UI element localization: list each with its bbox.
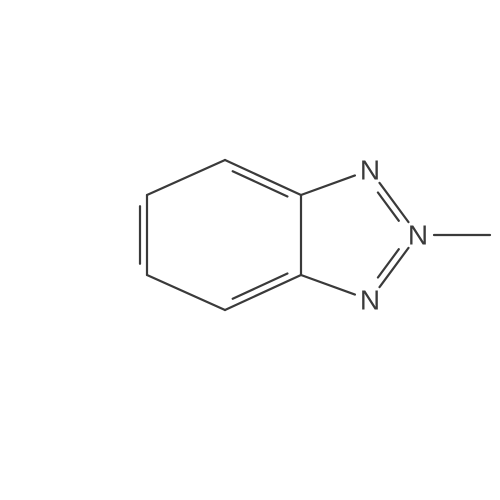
- bond-line: [380, 248, 409, 287]
- atom-label-N3: N: [360, 285, 380, 316]
- molecule-diagram: N N N: [0, 0, 500, 500]
- bond-line: [378, 193, 399, 221]
- bond-line: [378, 249, 399, 277]
- bond-line: [380, 183, 409, 222]
- atom-label-N1: N: [360, 155, 380, 186]
- bond-line: [301, 175, 355, 195]
- bond-line: [225, 275, 301, 310]
- atom-label-N2: N: [408, 220, 428, 251]
- bond-line: [301, 275, 355, 295]
- bond-line: [225, 160, 301, 195]
- bond-line: [147, 275, 225, 310]
- bond-line: [147, 160, 225, 195]
